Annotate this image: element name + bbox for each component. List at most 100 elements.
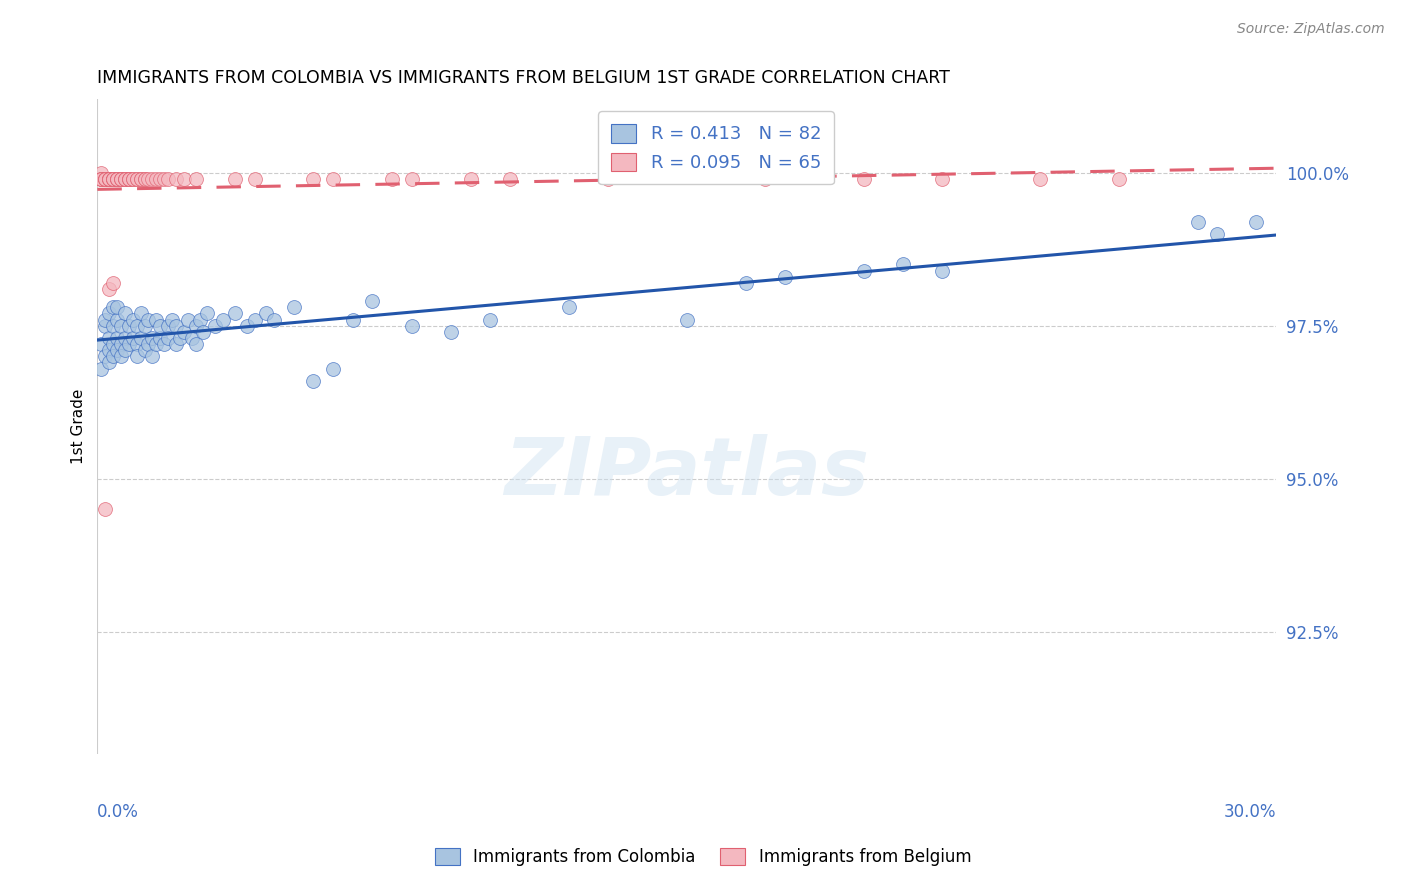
Point: [1187, 214, 1209, 228]
Point: [149, 318, 172, 333]
Point: [114, 343, 136, 358]
Point: [98, 171, 121, 186]
Point: [734, 276, 756, 290]
Point: [263, 312, 285, 326]
Point: [235, 318, 257, 333]
Point: [302, 374, 325, 388]
Point: [852, 171, 875, 186]
Point: [110, 349, 132, 363]
Point: [401, 171, 423, 186]
Point: [145, 312, 167, 326]
Text: 30.0%: 30.0%: [1223, 803, 1277, 822]
Point: [141, 171, 163, 186]
Point: [110, 171, 132, 186]
Point: [125, 337, 148, 351]
Point: [101, 171, 124, 186]
Point: [94, 318, 117, 333]
Point: [90, 171, 112, 186]
Point: [98, 171, 121, 186]
Point: [134, 318, 156, 333]
Point: [105, 331, 128, 345]
Point: [1108, 171, 1130, 186]
Point: [184, 337, 207, 351]
Point: [114, 171, 136, 186]
Point: [138, 312, 160, 326]
Point: [195, 306, 218, 320]
Point: [160, 312, 183, 326]
Point: [184, 318, 207, 333]
Legend: R = 0.413   N = 82, R = 0.095   N = 65: R = 0.413 N = 82, R = 0.095 N = 65: [599, 112, 834, 185]
Point: [121, 171, 143, 186]
Point: [931, 263, 953, 277]
Point: [322, 171, 344, 186]
Y-axis label: 1st Grade: 1st Grade: [72, 389, 86, 465]
Point: [149, 331, 172, 345]
Point: [852, 263, 875, 277]
Point: [145, 337, 167, 351]
Point: [101, 171, 124, 186]
Point: [114, 306, 136, 320]
Point: [204, 318, 226, 333]
Point: [129, 331, 152, 345]
Point: [118, 171, 141, 186]
Point: [165, 171, 187, 186]
Point: [243, 312, 266, 326]
Point: [94, 171, 117, 186]
Point: [98, 355, 121, 369]
Point: [193, 325, 215, 339]
Point: [94, 171, 117, 186]
Point: [153, 337, 176, 351]
Point: [149, 171, 172, 186]
Point: [110, 318, 132, 333]
Text: Source: ZipAtlas.com: Source: ZipAtlas.com: [1237, 22, 1385, 37]
Legend: Immigrants from Colombia, Immigrants from Belgium: Immigrants from Colombia, Immigrants fro…: [426, 840, 980, 875]
Point: [105, 301, 128, 315]
Point: [121, 171, 143, 186]
Point: [125, 171, 148, 186]
Point: [138, 171, 160, 186]
Point: [90, 166, 112, 180]
Point: [110, 337, 132, 351]
Point: [381, 171, 404, 186]
Point: [121, 312, 143, 326]
Point: [101, 276, 124, 290]
Point: [105, 171, 128, 186]
Point: [173, 171, 195, 186]
Point: [145, 171, 167, 186]
Point: [891, 257, 914, 271]
Point: [125, 318, 148, 333]
Point: [361, 294, 384, 309]
Point: [134, 171, 156, 186]
Point: [94, 171, 117, 186]
Point: [98, 306, 121, 320]
Point: [118, 171, 141, 186]
Point: [598, 171, 620, 186]
Point: [212, 312, 235, 326]
Point: [105, 171, 128, 186]
Point: [94, 171, 117, 186]
Point: [101, 318, 124, 333]
Point: [184, 171, 207, 186]
Point: [134, 343, 156, 358]
Point: [101, 171, 124, 186]
Point: [94, 349, 117, 363]
Point: [302, 171, 325, 186]
Point: [125, 349, 148, 363]
Point: [105, 171, 128, 186]
Point: [105, 343, 128, 358]
Point: [157, 171, 180, 186]
Point: [224, 306, 246, 320]
Point: [931, 171, 953, 186]
Point: [98, 343, 121, 358]
Point: [153, 171, 176, 186]
Point: [129, 171, 152, 186]
Point: [98, 331, 121, 345]
Point: [98, 171, 121, 186]
Point: [177, 312, 200, 326]
Point: [105, 312, 128, 326]
Point: [134, 171, 156, 186]
Point: [90, 171, 112, 186]
Point: [169, 331, 191, 345]
Point: [98, 171, 121, 186]
Point: [110, 171, 132, 186]
